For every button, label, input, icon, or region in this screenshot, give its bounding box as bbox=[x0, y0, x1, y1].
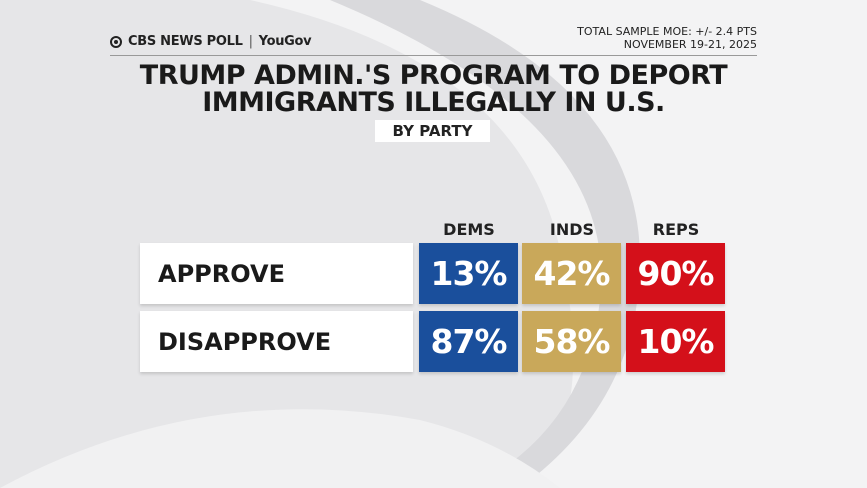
title: TRUMP ADMIN.'S PROGRAM TO DEPORT IMMIGRA… bbox=[0, 62, 867, 116]
divider bbox=[110, 55, 757, 56]
value-cell: 10% bbox=[626, 311, 725, 372]
logo: CBS NEWS POLL | YouGov bbox=[110, 34, 312, 49]
meta: TOTAL SAMPLE MOE: +/- 2.4 PTS NOVEMBER 1… bbox=[577, 25, 757, 51]
value-cell: 42% bbox=[522, 243, 621, 304]
subtitle: BY PARTY bbox=[375, 120, 490, 142]
column-header: REPS bbox=[652, 220, 700, 239]
value-cell: 87% bbox=[419, 311, 518, 372]
column-header: DEMS bbox=[443, 220, 495, 239]
moe: TOTAL SAMPLE MOE: +/- 2.4 PTS bbox=[577, 25, 757, 38]
logo-text: CBS NEWS POLL bbox=[128, 34, 243, 49]
row-label: APPROVE bbox=[140, 243, 413, 304]
value-cell: 13% bbox=[419, 243, 518, 304]
column-header: INDS bbox=[549, 220, 595, 239]
value-cell: 90% bbox=[626, 243, 725, 304]
partner: YouGov bbox=[258, 34, 312, 49]
title-line: IMMIGRANTS ILLEGALLY IN U.S. bbox=[202, 87, 665, 118]
title-line: TRUMP ADMIN.'S PROGRAM TO DEPORT bbox=[139, 60, 728, 91]
value-cell: 58% bbox=[522, 311, 621, 372]
row-label: DISAPPROVE bbox=[140, 311, 413, 372]
date: NOVEMBER 19-21, 2025 bbox=[623, 38, 757, 51]
